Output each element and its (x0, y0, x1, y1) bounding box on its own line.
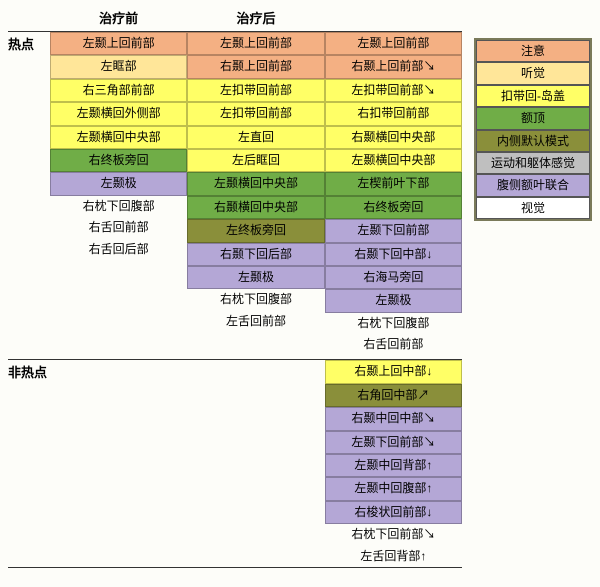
column-headers: 治疗前 治疗后 (8, 8, 462, 27)
region-cell: 右角回中部↗ (325, 384, 462, 407)
main-table: 治疗前 治疗后 热点 左颞上回前部左眶部右三角部前部左颞横回外侧部左颞横回中央部… (8, 8, 462, 568)
region-cell: 左扣带回前部 (187, 79, 324, 102)
region-cell: 左颞横回中央部 (50, 126, 187, 149)
legend-item: 额顶 (476, 107, 590, 129)
region-cell: 右海马旁回 (325, 266, 462, 289)
nonhot-label: 非热点 (8, 360, 50, 383)
nonhot-col-pre (50, 360, 187, 567)
legend-item: 扣带回-岛盖 (476, 85, 590, 107)
region-cell: 左颞下回前部 (325, 219, 462, 242)
region-cell: 右终板旁回 (325, 196, 462, 219)
legend-item: 听觉 (476, 62, 590, 84)
region-cell: 左颞横回外侧部 (50, 102, 187, 125)
legend-item: 注意 (476, 40, 590, 62)
region-cell: 右颞下回后部 (187, 243, 324, 266)
region-cell: 左颞横回中央部 (325, 149, 462, 172)
hot-section: 热点 左颞上回前部左眶部右三角部前部左颞横回外侧部左颞横回中央部右终板旁回左颞极… (8, 31, 462, 355)
region-cell: 右枕下回腹部 (187, 289, 324, 310)
region-cell: 右颞上回中部↓ (325, 360, 462, 383)
col-header-1: 治疗前 (50, 8, 187, 27)
region-cell: 左颞中回腹部↑ (325, 477, 462, 500)
col-header-3 (325, 8, 462, 27)
region-cell: 右梭状回前部↓ (325, 501, 462, 524)
region-cell: 左直回 (187, 126, 324, 149)
region-cell: 左颞下回前部↘ (325, 431, 462, 454)
hot-col-extra: 左颞上回前部右颞上回前部↘左扣带回前部↘右扣带回前部右颞横回中央部左颞横回中央部… (325, 32, 462, 355)
hot-col-post: 左颞上回前部右颞上回前部左扣带回前部左扣带回前部左直回左后眶回左颞横回中央部右颞… (187, 32, 324, 355)
nonhot-section: 非热点 右颞上回中部↓右角回中部↗右颞中回中部↘左颞下回前部↘左颞中回背部↑左颞… (8, 359, 462, 568)
hot-col-pre: 左颞上回前部左眶部右三角部前部左颞横回外侧部左颞横回中央部右终板旁回左颞极右枕下… (50, 32, 187, 355)
region-cell: 左颞上回前部 (325, 32, 462, 55)
region-cell: 右颞下回中部↓ (325, 243, 462, 266)
region-cell: 左扣带回前部 (187, 102, 324, 125)
region-cell: 左终板旁回 (187, 219, 324, 242)
region-cell: 右枕下回腹部 (325, 313, 462, 334)
region-cell: 右颞上回前部 (187, 55, 324, 78)
region-cell: 右舌回后部 (50, 239, 187, 260)
region-cell: 左颞中回背部↑ (325, 454, 462, 477)
nonhot-col-post (187, 360, 324, 567)
hot-label: 热点 (8, 32, 50, 55)
region-cell: 左舌回背部↑ (325, 546, 462, 567)
legend-item: 运动和躯体感觉 (476, 152, 590, 174)
region-cell: 左眶部 (50, 55, 187, 78)
nonhot-col-extra: 右颞上回中部↓右角回中部↗右颞中回中部↘左颞下回前部↘左颞中回背部↑左颞中回腹部… (325, 360, 462, 567)
region-cell: 左楔前叶下部 (325, 172, 462, 195)
region-cell: 左颞极 (50, 172, 187, 195)
region-cell: 右颞横回中央部 (325, 126, 462, 149)
region-cell: 左颞上回前部 (50, 32, 187, 55)
legend-item: 内侧默认模式 (476, 130, 590, 152)
region-cell: 左后眶回 (187, 149, 324, 172)
region-cell: 左颞极 (325, 289, 462, 312)
region-cell: 右颞中回中部↘ (325, 407, 462, 430)
legend-item: 视觉 (476, 197, 590, 219)
region-cell: 左颞极 (187, 266, 324, 289)
region-cell: 左颞上回前部 (187, 32, 324, 55)
region-cell: 右终板旁回 (50, 149, 187, 172)
region-cell: 左舌回前部 (187, 311, 324, 332)
legend: 注意听觉扣带回-岛盖额顶内侧默认模式运动和躯体感觉腹侧额叶联合视觉 (474, 38, 592, 221)
col-header-2: 治疗后 (187, 8, 324, 27)
region-cell: 右枕下回前部↘ (325, 524, 462, 545)
region-cell: 左扣带回前部↘ (325, 79, 462, 102)
region-cell: 右舌回前部 (325, 334, 462, 355)
region-cell: 右颞上回前部↘ (325, 55, 462, 78)
legend-item: 腹侧额叶联合 (476, 174, 590, 196)
region-cell: 右扣带回前部 (325, 102, 462, 125)
region-cell: 右枕下回腹部 (50, 196, 187, 217)
region-cell: 右舌回前部 (50, 217, 187, 238)
region-cell: 左颞横回中央部 (187, 172, 324, 195)
region-cell: 右三角部前部 (50, 79, 187, 102)
region-cell: 右颞横回中央部 (187, 196, 324, 219)
